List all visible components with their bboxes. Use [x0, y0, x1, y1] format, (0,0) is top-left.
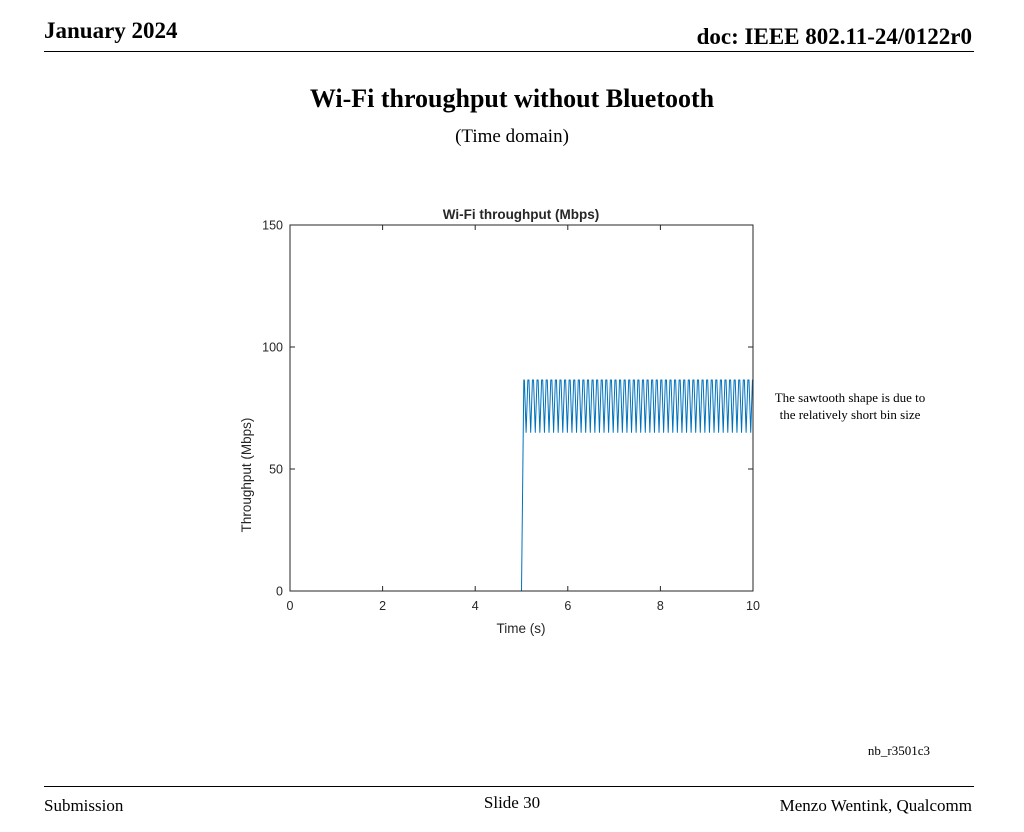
header-doc-id: doc: IEEE 802.11-24/0122r0 [696, 24, 972, 49]
slide-title: Wi-Fi throughput without Bluetooth [309, 84, 715, 113]
y-tick-label: 0 [276, 585, 283, 599]
x-tick-label: 10 [746, 599, 760, 613]
footer-slide-number: Slide 30 [483, 793, 541, 812]
y-tick-label: 150 [262, 219, 283, 233]
slide-subtitle: (Time domain) [455, 126, 569, 147]
y-tick-label: 50 [269, 463, 283, 477]
chart-ylabel: Throughput (Mbps) [239, 418, 254, 533]
annotation-line-1: The sawtooth shape is due to [774, 390, 926, 405]
reference-note: nb_r3501c3 [867, 743, 930, 758]
x-tick-label: 4 [472, 599, 479, 613]
y-tick-label: 100 [262, 341, 283, 355]
series-line-throughput [290, 379, 753, 592]
chart-xlabel: Time (s) [497, 621, 546, 636]
sawtooth-annotation: The sawtooth shape is due to the relativ… [762, 389, 938, 423]
header-rule [44, 51, 974, 52]
footer-author: Menzo Wentink, Qualcomm [779, 796, 972, 815]
header-date: January 2024 [44, 18, 178, 43]
x-tick-label: 0 [287, 599, 294, 613]
x-tick-label: 6 [564, 599, 571, 613]
plot-frame [289, 224, 754, 592]
annotation-line-2: the relatively short bin size [779, 407, 921, 422]
footer-rule [44, 786, 974, 787]
x-tick-label: 8 [657, 599, 664, 613]
footer-submission: Submission [44, 796, 124, 815]
chart-title: Wi-Fi throughput (Mbps) [443, 207, 600, 222]
x-tick-label: 2 [379, 599, 386, 613]
throughput-chart: Wi-Fi throughput (Mbps) Throughput (Mbps… [239, 207, 760, 636]
